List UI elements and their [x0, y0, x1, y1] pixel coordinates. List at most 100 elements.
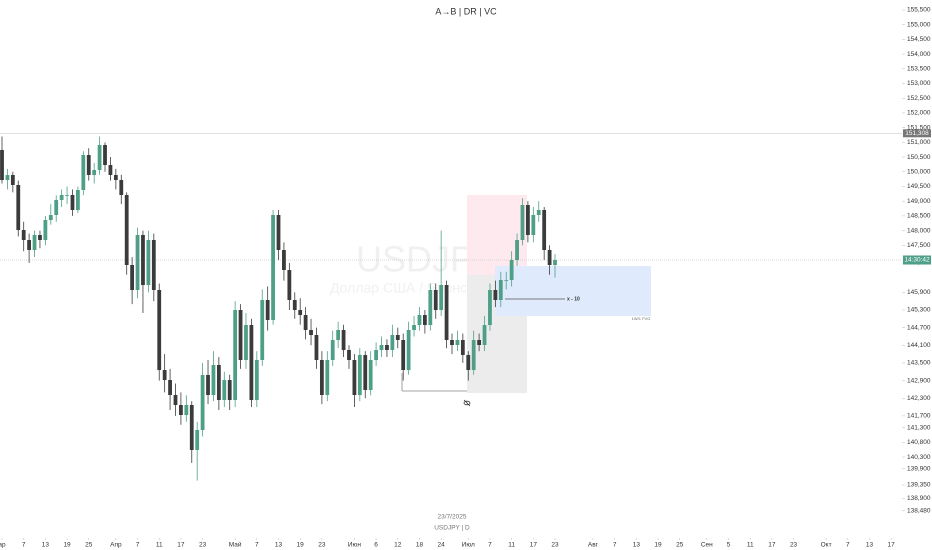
- annotation: 1W/1 FVG: [632, 316, 651, 321]
- candle-body: [314, 335, 319, 360]
- x-tick-label: 23: [551, 542, 559, 549]
- candle-body: [184, 405, 189, 415]
- candle-body: [531, 215, 536, 235]
- candle-body: [401, 340, 406, 370]
- candle-body: [211, 365, 216, 395]
- candle-body: [547, 250, 552, 265]
- x-tick-label: 11: [747, 542, 754, 549]
- y-tick-label: 147,500: [907, 242, 931, 249]
- candle-body: [428, 290, 433, 325]
- candle-body: [65, 195, 69, 196]
- y-tick-label: 152,000: [907, 110, 931, 117]
- y-tick-label: 154,500: [907, 36, 931, 43]
- x-tick-label: Авг: [588, 542, 599, 549]
- y-tick-label: 155,500: [907, 7, 931, 14]
- y-tick-label: 142,900: [907, 377, 931, 384]
- candle-body: [433, 290, 438, 310]
- y-tick-label: 145,300: [907, 307, 931, 314]
- x-tick-label: 13: [866, 542, 874, 549]
- candle-body: [200, 375, 205, 430]
- candle-body: [222, 380, 227, 400]
- candle-body: [509, 260, 514, 280]
- candle-body: [471, 340, 476, 370]
- x-tick-label: Июл: [462, 542, 475, 549]
- y-tick-label: 150,500: [907, 154, 931, 161]
- candle-body: [363, 355, 368, 390]
- x-tick-label: 7: [846, 542, 850, 549]
- y-tick-label: 153,000: [907, 80, 931, 87]
- candle-body: [189, 405, 194, 450]
- candle-body: [450, 340, 454, 345]
- x-tick-label: 11: [156, 542, 163, 549]
- x-tick-label: 7: [613, 542, 617, 549]
- y-tick-label: 138,480: [907, 507, 931, 514]
- footer-symbol: USDJPY | D: [434, 525, 470, 532]
- y-tick-label: 148,500: [907, 213, 931, 220]
- candle-body: [276, 215, 281, 250]
- candle-body: [124, 195, 129, 265]
- candle-body: [330, 340, 335, 360]
- candle-body: [76, 190, 80, 210]
- candle-body: [352, 360, 357, 395]
- candle-body: [168, 380, 172, 395]
- x-tick-label: Июн: [348, 542, 362, 549]
- x-tick-label: 7: [255, 542, 259, 549]
- y-tick-label: 138,900: [907, 495, 931, 502]
- candle-body: [92, 170, 97, 175]
- candle-body: [16, 185, 21, 230]
- y-tick-label: 151,500: [907, 124, 931, 131]
- candle-body: [195, 430, 200, 450]
- x-tick-label: 7: [488, 542, 492, 549]
- candle-body: [477, 340, 482, 345]
- candle-body: [498, 280, 503, 300]
- candle-body: [341, 330, 346, 350]
- candle-body: [43, 220, 48, 240]
- candle-body: [103, 145, 107, 165]
- hide-icon[interactable]: [463, 399, 471, 407]
- chart-title: A→B | DR | VC: [435, 6, 497, 16]
- candle-body: [287, 270, 292, 300]
- candle-body: [86, 155, 91, 175]
- y-tick-label: 149,000: [907, 198, 931, 205]
- candle-body: [439, 285, 444, 310]
- x-tick-label: 17: [888, 542, 896, 549]
- candle-body: [0, 150, 4, 180]
- candle-body: [244, 325, 248, 360]
- candle-body: [59, 195, 64, 200]
- candle-body: [455, 340, 460, 345]
- candle-body: [412, 325, 416, 330]
- candle-body: [395, 335, 400, 340]
- plot: 155,500 155,000 154,500 154,000 153,500 153,0…: [0, 7, 931, 549]
- candle-body: [108, 165, 113, 175]
- candle-body: [271, 215, 275, 320]
- candle-body: [130, 265, 135, 290]
- y-tick-label: 152,500: [907, 95, 931, 102]
- candle-body: [379, 345, 384, 350]
- candle-body: [249, 325, 254, 400]
- candle-body: [282, 250, 286, 270]
- candle-body: [173, 395, 178, 405]
- footer-date: 23/7/2025: [438, 514, 467, 521]
- y-tick-label: 144,100: [907, 342, 931, 349]
- y-tick-label: 142,300: [907, 395, 931, 402]
- candle-body: [206, 375, 210, 395]
- x-tick-label: 19: [654, 542, 662, 549]
- candle-body: [5, 175, 10, 180]
- candle-body: [504, 280, 509, 281]
- y-tick-label: 140,300: [907, 454, 931, 461]
- x-tick-label: 13: [633, 542, 641, 549]
- candle-body: [309, 330, 313, 335]
- x-tick-label: 7: [136, 542, 140, 549]
- y-tick-label: 151,000: [907, 139, 931, 146]
- x-tick-label: 19: [297, 542, 305, 549]
- candle-body: [157, 290, 162, 370]
- candle-body: [542, 210, 547, 250]
- candle-body: [536, 210, 541, 215]
- candle-body: [482, 325, 487, 345]
- candle-body: [520, 205, 525, 240]
- candle-body: [374, 350, 378, 360]
- x-tick-label: 17: [177, 542, 185, 549]
- x-tick-label: 23: [199, 542, 207, 549]
- candle-body: [390, 335, 395, 350]
- level-label: 151,308: [905, 130, 929, 137]
